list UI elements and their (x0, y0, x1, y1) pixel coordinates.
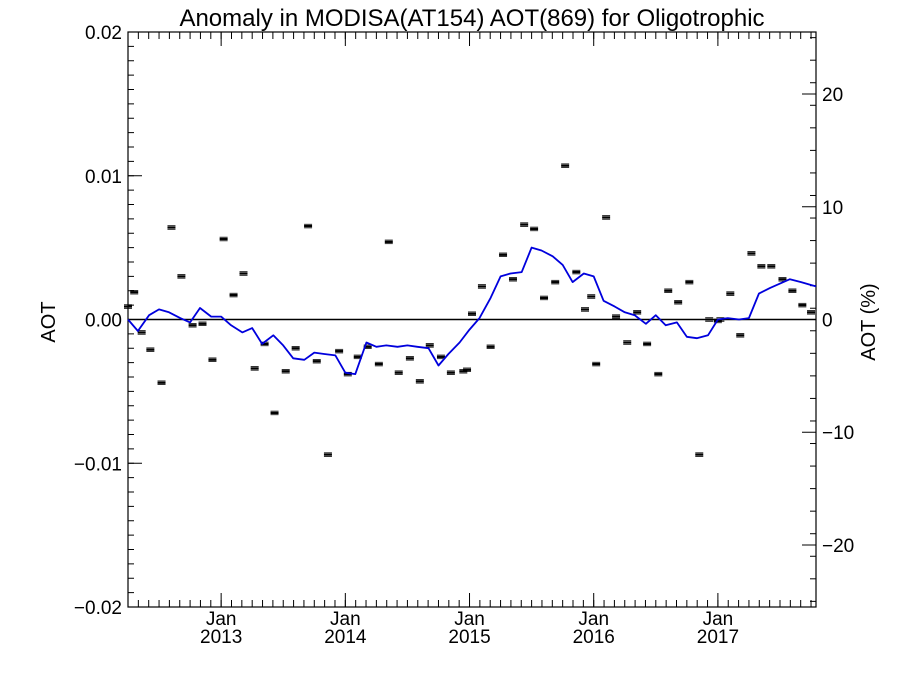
data-point (633, 310, 642, 315)
data-point (415, 379, 424, 384)
y-tick-label-left: 0.01 (85, 167, 122, 188)
x-tick-label-year: 2013 (200, 627, 242, 648)
data-point (312, 358, 321, 364)
data-point (394, 370, 403, 375)
data-point (551, 279, 560, 285)
data-point (757, 264, 766, 269)
data-point (167, 225, 176, 230)
y-tick-label-right: 10 (822, 198, 843, 219)
y-tick-label-left: 0.00 (85, 311, 122, 332)
data-point (229, 292, 238, 298)
data-point (463, 367, 472, 373)
data-point (468, 311, 476, 316)
data-point (788, 288, 797, 293)
data-point (508, 277, 517, 282)
axis-ticks: −0.02−0.010.000.010.02−20−1001020Jan2013… (74, 23, 854, 648)
data-point (198, 321, 207, 327)
data-point (146, 347, 155, 352)
data-point (281, 369, 290, 374)
x-tick-label-year: 2014 (324, 627, 367, 648)
data-point (520, 222, 529, 227)
data-point (374, 361, 383, 367)
x-tick-label-month: Jan (454, 609, 485, 630)
x-tick-label-year: 2015 (448, 627, 490, 648)
data-point (323, 452, 332, 457)
y-tick-label-left: −0.02 (74, 598, 122, 619)
data-point (425, 343, 434, 348)
x-tick-label-month: Jan (330, 609, 361, 630)
data-point (664, 288, 673, 293)
data-point (157, 380, 166, 385)
data-point (736, 333, 745, 338)
data-points (124, 163, 816, 457)
data-point (384, 239, 393, 245)
data-point (446, 370, 455, 375)
x-tick-label-year: 2016 (573, 627, 615, 648)
data-point (587, 294, 596, 299)
x-tick-label-month: Jan (703, 609, 734, 630)
x-tick-label-year: 2017 (697, 627, 739, 648)
data-point (807, 310, 816, 315)
data-point (767, 264, 776, 269)
data-point (592, 361, 601, 367)
y-tick-label-right: 0 (822, 311, 833, 332)
data-point (291, 346, 300, 351)
data-point (304, 223, 313, 229)
data-point (540, 295, 549, 301)
data-point (335, 348, 344, 354)
data-point (177, 274, 186, 279)
y-tick-label-left: 0.02 (85, 23, 122, 44)
data-point (643, 341, 652, 347)
data-point (188, 323, 197, 328)
data-point (486, 344, 495, 350)
data-point (561, 163, 570, 168)
data-point (405, 356, 414, 361)
data-point (654, 371, 663, 377)
data-point (747, 251, 756, 256)
data-point (477, 284, 486, 289)
data-point (572, 269, 581, 275)
data-point (239, 271, 248, 276)
data-point (602, 215, 611, 220)
data-point (726, 291, 735, 296)
y-tick-label-left: −0.01 (74, 454, 122, 475)
data-point (499, 252, 508, 258)
y-axis-label-left: AOT (38, 301, 60, 342)
y-tick-label-right: −20 (822, 536, 854, 557)
data-point (674, 300, 683, 305)
data-point (530, 226, 539, 232)
data-point (130, 289, 139, 295)
y-axis-label-right: AOT (%) (858, 283, 880, 360)
data-point (250, 366, 259, 371)
x-tick-label-month: Jan (578, 609, 609, 630)
y-tick-label-right: 20 (822, 85, 843, 106)
data-point (705, 317, 714, 322)
data-point (695, 452, 704, 457)
data-point (685, 279, 694, 285)
chart-title: Anomaly in MODISA(AT154) AOT(869) for Ol… (179, 5, 764, 32)
data-point (124, 304, 132, 309)
data-point (623, 340, 632, 345)
data-point (270, 410, 279, 416)
data-point (208, 357, 217, 362)
y-tick-label-right: −10 (822, 423, 854, 444)
data-point (612, 314, 621, 319)
data-point (581, 307, 590, 312)
data-point (798, 302, 807, 308)
data-point (219, 236, 228, 242)
data-line (127, 246, 817, 375)
series-line (127, 246, 817, 375)
x-tick-label-month: Jan (206, 609, 237, 630)
